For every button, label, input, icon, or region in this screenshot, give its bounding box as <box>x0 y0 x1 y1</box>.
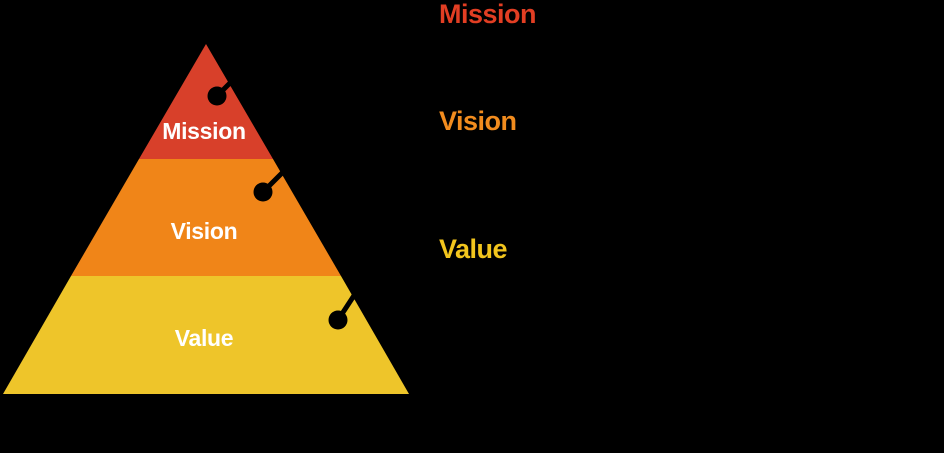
pyramid-layer-vision <box>71 159 341 276</box>
pyramid-label-mission: Mission <box>162 118 246 144</box>
pyramid-layer-value <box>3 276 409 394</box>
pyramid-label-value: Value <box>175 325 234 351</box>
legend-label-mission: Mission <box>439 0 537 29</box>
pyramid-label-vision: Vision <box>171 218 238 244</box>
legend-label-value: Value <box>439 234 508 264</box>
connector-dot-icon-vision <box>253 182 273 202</box>
pyramid-layer-mission <box>139 44 273 159</box>
connector-dot-icon-mission <box>207 86 227 106</box>
legend-label-vision: Vision <box>439 106 517 136</box>
connector-dot-icon-value <box>328 310 348 330</box>
